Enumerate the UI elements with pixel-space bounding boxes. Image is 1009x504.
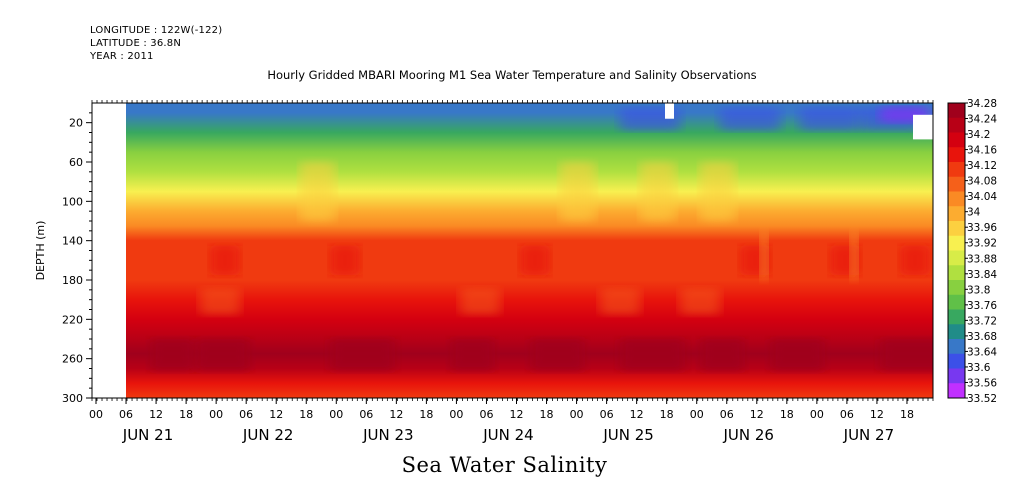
x-hour-tick-label: 06 [119, 408, 133, 421]
x-date-label: JUN 23 [362, 426, 413, 444]
colorbar-tick-label: 33.96 [967, 222, 997, 234]
x-hour-tick-label: 12 [389, 408, 403, 421]
x-hour-tick-label: 06 [600, 408, 614, 421]
x-hour-tick-label: 12 [870, 408, 884, 421]
y-tick-label: 140 [62, 235, 83, 248]
x-axis: 00 06 12 18 00 06 12 18 00 06 12 18 00 06 12 18 00 06 12 18… [89, 100, 934, 444]
colorbar-tick-label: 33.64 [967, 346, 997, 358]
x-hour-tick-label: 00 [329, 408, 343, 421]
colorbar-tick-label: 33.68 [967, 331, 997, 343]
colorbar-swatch [948, 176, 965, 192]
colorbar-tick-label: 34.16 [967, 145, 997, 157]
colorbar: 34.28 34.24 34.2 34.16 34.12 34.08 34.04 34 33.9… [947, 98, 997, 405]
y-tick-label: 60 [69, 156, 83, 169]
x-date-label: JUN 26 [723, 426, 774, 444]
y-tick-label: 300 [62, 392, 83, 405]
x-hour-tick-label: 00 [89, 408, 103, 421]
colorbar-swatch [948, 353, 965, 369]
colorbar-tick-label: 33.6 [967, 362, 991, 374]
colorbar-swatch [948, 147, 965, 163]
colorbar-swatch [948, 309, 965, 325]
colorbar-tick-label: 34.08 [967, 176, 997, 188]
x-hour-tick-label: 06 [720, 408, 734, 421]
x-hour-tick-label: 06 [479, 408, 493, 421]
colorbar-tick-label: 34.2 [967, 129, 990, 141]
colorbar-tick-label: 34.24 [967, 114, 997, 126]
colorbar-tick-label: 34.12 [967, 160, 997, 172]
y-axis-title: DEPTH (m) [34, 221, 47, 281]
colorbar-swatch [948, 250, 965, 266]
colorbar-swatch [948, 206, 965, 222]
colorbar-swatch [948, 235, 965, 251]
x-hour-tick-label: 00 [690, 408, 704, 421]
y-tick-label: 180 [62, 274, 83, 287]
x-hour-tick-label: 18 [299, 408, 313, 421]
x-hour-tick-label: 00 [810, 408, 824, 421]
colorbar-swatch [948, 324, 965, 340]
x-hour-tick-label: 06 [239, 408, 253, 421]
x-date-label: JUN 27 [843, 426, 894, 444]
colorbar-swatch [948, 191, 965, 207]
colorbar-swatch [948, 280, 965, 296]
year-label: YEAR : 2011 [90, 51, 154, 62]
colorbar-tick-label: 34.28 [967, 98, 997, 110]
x-hour-tick-label: 18 [419, 408, 433, 421]
colorbar-tick-label: 33.72 [967, 315, 997, 327]
chart-title: Hourly Gridded MBARI Mooring M1 Sea Wate… [267, 68, 757, 82]
x-hour-tick-label: 12 [510, 408, 524, 421]
colorbar-swatch [948, 221, 965, 237]
latitude-label: LATITUDE : 36.8N [90, 38, 182, 49]
colorbar-swatch [948, 265, 965, 281]
colorbar-swatch [948, 294, 965, 310]
x-hour-tick-label: 18 [660, 408, 674, 421]
missing-data-left [92, 103, 126, 398]
salinity-variations [150, 106, 933, 371]
colorbar-tick-label: 34.04 [967, 191, 997, 203]
x-hour-tick-label: 18 [540, 408, 554, 421]
x-hour-tick-label: 00 [209, 408, 223, 421]
x-hour-tick-label: 18 [900, 408, 914, 421]
bottom-title: Sea Water Salinity [401, 453, 608, 477]
y-tick-label: 260 [62, 353, 83, 366]
x-hour-tick-label: 12 [149, 408, 163, 421]
y-tick-label: 100 [62, 195, 83, 208]
colorbar-tick-label: 33.76 [967, 300, 997, 312]
colorbar-swatch [948, 103, 965, 119]
x-hour-tick-label: 06 [840, 408, 854, 421]
colorbar-tick-label: 33.56 [967, 377, 997, 389]
x-hour-tick-label: 18 [179, 408, 193, 421]
x-hour-tick-label: 00 [449, 408, 463, 421]
x-hour-tick-label: 12 [269, 408, 283, 421]
missing-data-jun27 [913, 114, 933, 140]
colorbar-tick-label: 33.52 [967, 393, 997, 405]
x-date-label: JUN 21 [122, 426, 173, 444]
colorbar-swatch [948, 117, 965, 133]
colorbar-swatch [948, 368, 965, 384]
y-tick-label: 220 [62, 313, 83, 326]
plot-area [91, 102, 934, 399]
x-hour-tick-label: 18 [780, 408, 794, 421]
y-tick-label: 20 [69, 117, 83, 130]
colorbar-tick-label: 33.8 [967, 284, 990, 296]
x-hour-tick-label: 12 [750, 408, 764, 421]
longitude-label: LONGITUDE : 122W(-122) [90, 25, 223, 36]
colorbar-swatch [948, 339, 965, 355]
x-hour-tick-label: 12 [630, 408, 644, 421]
missing-data-jun25 [665, 103, 674, 119]
colorbar-swatch [948, 132, 965, 148]
colorbar-tick-label: 33.88 [967, 253, 997, 265]
colorbar-swatch [948, 162, 965, 178]
colorbar-tick-label: 33.92 [967, 238, 997, 250]
colorbar-swatch [948, 383, 965, 399]
colorbar-tick-label: 33.84 [967, 269, 997, 281]
x-date-label: JUN 24 [482, 426, 533, 444]
x-date-label: JUN 25 [602, 426, 653, 444]
x-hour-tick-label: 00 [570, 408, 584, 421]
x-date-label: JUN 22 [242, 426, 293, 444]
y-axis: 20 60 100 140 180 220 260 300 [62, 112, 92, 405]
x-hour-tick-label: 06 [359, 408, 373, 421]
colorbar-tick-label: 34 [967, 207, 981, 219]
